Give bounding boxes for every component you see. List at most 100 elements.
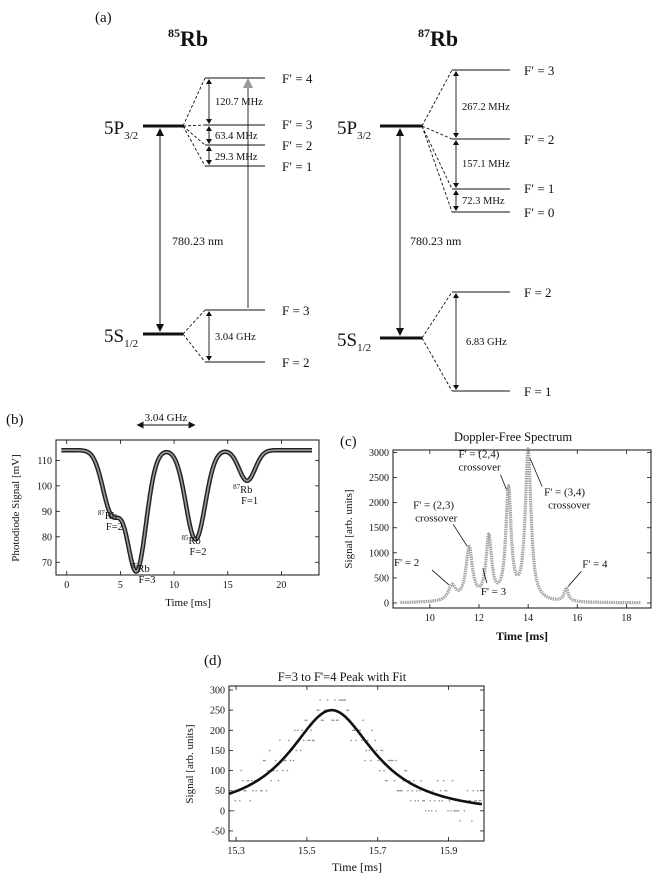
chart-d-ytick-label: 200	[210, 726, 225, 737]
chart-d-data-point	[323, 709, 326, 711]
chart-b-ytick-label: 90	[42, 507, 52, 518]
chart-c-xtick-label: 14	[523, 613, 533, 624]
chart-d-data-point	[371, 729, 373, 731]
chart-d-data-point	[277, 780, 280, 782]
rb87-title-symbol: Rb	[430, 26, 458, 51]
rb85-split-head	[206, 126, 212, 131]
chart-d-title: F=3 to F'=4 Peak with Fit	[278, 670, 407, 684]
chart-d-xtick-label: 15.7	[369, 846, 387, 857]
chart-d-data-point	[369, 759, 372, 762]
rb87-excited-sublevels	[452, 69, 510, 213]
rb85-sublevel-label-2: F′ = 3	[282, 117, 312, 132]
rb85-sublevel-label-1: F′ = 4	[282, 71, 313, 86]
chart-d-data-point	[341, 699, 344, 701]
chart-d-data-point	[398, 790, 400, 792]
chart-c-annotation-arrow	[567, 571, 582, 587]
rb87-transition-arrowhead-up	[396, 128, 404, 136]
chart-c-xtick-label: 10	[425, 613, 435, 624]
chart-c-annotation-label: F' = (2,4)	[458, 449, 499, 461]
chart-d-data-point	[392, 759, 394, 762]
panel-a: (a) 85Rb 5P3/2 5S1/2 780.23 nm	[95, 10, 554, 399]
chart-b-peak-label-state: F=3	[139, 575, 156, 586]
chart-d-data-point	[447, 810, 449, 812]
chart-b-peak-label-mass: 87	[98, 509, 106, 517]
chart-d-data-point	[454, 810, 457, 812]
rb85-split-head	[206, 139, 212, 144]
chart-d-data-point	[246, 780, 248, 782]
rb85-splitting-heads	[206, 79, 212, 165]
chart-d-data-point	[352, 729, 354, 731]
chart-d-data-point	[474, 800, 476, 802]
chart-d-data-point	[326, 699, 329, 701]
chart-c-ytick-label: 500	[374, 573, 389, 584]
rb87-transition-arrowhead-down	[396, 328, 404, 336]
chart-c-annotation-label: crossover	[415, 512, 457, 524]
chart-d-data-point	[253, 780, 256, 782]
rb87-excited-state-sub: 3/2	[357, 130, 371, 142]
chart-d-data-point	[456, 810, 458, 812]
rb85-split-head	[206, 146, 212, 151]
chart-d-series	[228, 699, 483, 822]
chart-d-data-point	[374, 739, 376, 742]
chart-d-data-point	[420, 780, 422, 782]
rb85-transition-arrowhead-up	[156, 128, 164, 136]
rb85-fan-line	[182, 333, 206, 363]
chart-d-data-point	[304, 719, 306, 721]
chart-d-data-point	[381, 749, 384, 752]
rb85-split-label-2: 63.4 MHz	[215, 131, 258, 142]
rb87-split-head	[453, 133, 459, 138]
chart-d-data-point	[387, 759, 390, 762]
chart-c-series	[399, 447, 643, 605]
rb87-sublevel-label-2: F′ = 2	[524, 132, 554, 147]
rb85-split-head	[206, 119, 212, 124]
chart-d-data-point	[350, 739, 353, 742]
chart-d-data-point	[270, 780, 272, 782]
chart-d-data-point	[249, 800, 251, 802]
rb87-excited-state-main: 5P	[337, 118, 357, 139]
chart-b-peak-label-symbol: Rb	[138, 564, 150, 575]
chart-d-data-point	[411, 790, 414, 792]
panel-c: (c) Doppler-Free Spectrum 10 12 14 16 18 0 500…	[340, 430, 652, 643]
chart-c-annotation-arrow	[482, 568, 488, 584]
chart-d-data-point	[425, 810, 427, 812]
chart-d-data-point	[430, 810, 433, 812]
rb87-sublevel-label-4: F′ = 0	[524, 205, 554, 220]
rb85-ground-sublevel-label-2: F = 2	[282, 355, 310, 370]
chart-d-plot-area	[228, 685, 485, 842]
chart-d-data-point	[401, 790, 403, 792]
chart-b-peak-label-state: F=2	[190, 547, 207, 558]
rb87-splitting-heads	[453, 71, 459, 211]
chart-c-ylabel: Signal [arb. units]	[343, 489, 355, 568]
chart-d-data-point	[383, 769, 385, 772]
chart-d-data-point	[306, 719, 308, 721]
chart-b-peak-label-symbol: Rb	[189, 536, 201, 547]
chart-d-data-point	[375, 749, 378, 752]
chart-d-xtick-label: 15.5	[298, 846, 316, 857]
chart-d-data-point	[297, 729, 299, 731]
chart-b-peak-label-mass: 85	[182, 534, 190, 542]
chart-d-data-point	[313, 739, 315, 742]
chart-b-peak-label-symbol: Rb	[105, 511, 117, 522]
chart-d-data-point	[362, 719, 364, 721]
chart-b-span-arrowhead-right	[188, 421, 196, 429]
chart-d-data-point	[477, 790, 479, 792]
chart-d-data-point	[316, 709, 318, 711]
rb85-ground-state-sub: 1/2	[124, 338, 138, 350]
chart-d-data-point	[399, 790, 402, 792]
chart-d-data-point	[317, 709, 320, 711]
chart-b-xtick-label: 0	[64, 580, 69, 591]
chart-d-data-point	[285, 759, 287, 762]
chart-d-xtick-label: 15.9	[440, 846, 458, 857]
chart-d-data-point	[414, 800, 417, 802]
chart-d-data-point	[250, 780, 253, 782]
chart-d-data-point	[332, 719, 335, 721]
chart-d-data-point	[432, 790, 434, 792]
chart-d-data-point	[245, 790, 247, 792]
rb87-split-label-3: 72.3 MHz	[462, 196, 505, 207]
chart-d-data-point	[396, 790, 399, 792]
chart-d-data-point	[248, 780, 250, 782]
chart-d-data-point	[469, 800, 472, 802]
chart-b-xtick-label: 5	[118, 580, 123, 591]
